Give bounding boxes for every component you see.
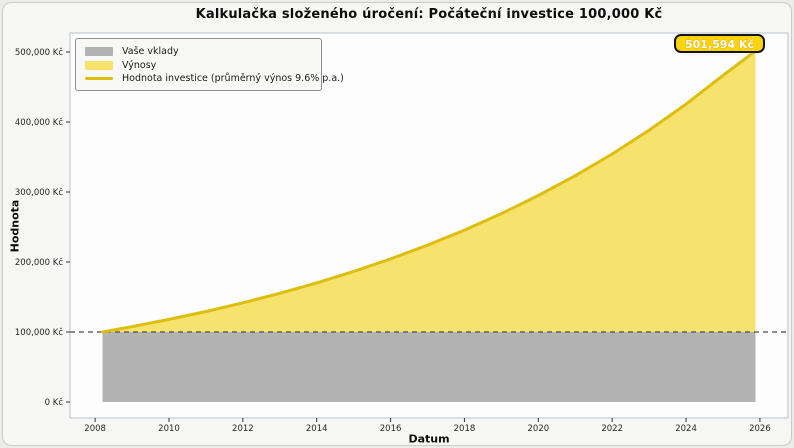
x-tick-label: 2008 [84,424,106,434]
final-value-text: 501,594 Kč [685,37,754,51]
legend-item-deposits: Vaše vklady [85,45,312,58]
legend: Vaše vklady Výnosy Hodnota investice (pr… [75,38,344,91]
x-tick-label: 2020 [528,424,550,434]
x-tick-label: 2022 [601,424,623,434]
chart-title: Kalkulačka složeného úročení: Počáteční … [195,7,663,22]
legend-item-returns: Výnosy [85,59,312,72]
x-tick-label: 2012 [232,424,254,434]
y-tick-label: 100,000 Kč [15,327,63,338]
deposits-swatch-icon [85,47,113,56]
x-tick-label: 2026 [749,424,771,434]
x-tick-label: 2016 [380,424,402,434]
y-axis-label: Hodnota [8,199,22,253]
y-tick-label: 400,000 Kč [15,117,63,128]
final-value-badge: 501,594 Kč [674,34,765,53]
y-tick-label: 300,000 Kč [15,187,63,198]
investment-line-swatch-icon [85,77,113,80]
returns-swatch-icon [85,60,113,70]
returns-area [102,50,756,333]
deposits-area [102,332,756,403]
legend-label-deposits: Vaše vklady [122,46,179,57]
legend-item-investment-value: Hodnota investice (průměrný výnos 9.6% p… [85,72,344,85]
y-tick-label: 200,000 Kč [15,257,63,268]
x-tick-label: 2018 [454,424,476,434]
legend-label-returns: Výnosy [122,59,157,71]
x-tick-label: 2024 [675,424,697,434]
x-axis-label: Datum [408,432,450,446]
x-tick-label: 2010 [158,424,180,434]
y-tick-label: 500,000 Kč [15,47,63,58]
legend-label-investment-value: Hodnota investice (průměrný výnos 9.6% p… [122,73,344,84]
investment-value-line [101,49,757,334]
x-tick-label: 2014 [306,424,328,434]
y-tick-label: 0 Kč [45,397,64,408]
